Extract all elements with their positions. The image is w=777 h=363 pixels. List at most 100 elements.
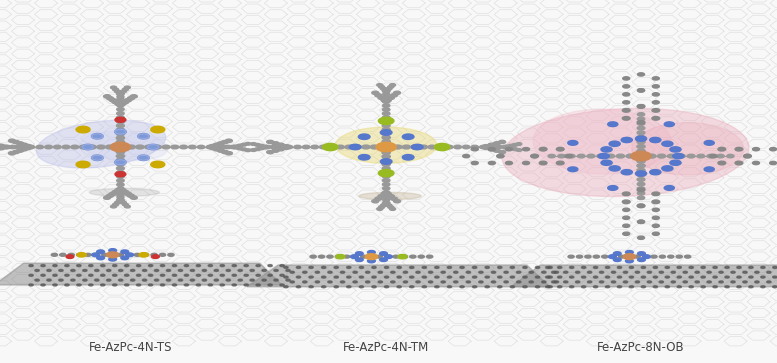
Circle shape — [382, 112, 390, 115]
Circle shape — [638, 252, 646, 256]
Circle shape — [522, 162, 529, 165]
Circle shape — [102, 253, 108, 256]
Circle shape — [353, 271, 357, 273]
Circle shape — [539, 161, 547, 165]
Circle shape — [667, 154, 675, 158]
Circle shape — [143, 253, 149, 256]
Circle shape — [139, 253, 148, 257]
Circle shape — [347, 276, 351, 278]
Circle shape — [208, 284, 213, 286]
Circle shape — [151, 161, 165, 168]
Circle shape — [637, 117, 645, 121]
Circle shape — [117, 253, 124, 256]
Circle shape — [382, 108, 390, 111]
Circle shape — [385, 286, 388, 288]
Circle shape — [617, 276, 622, 278]
Circle shape — [115, 160, 126, 165]
Circle shape — [402, 255, 408, 258]
Circle shape — [296, 266, 301, 268]
Circle shape — [29, 265, 33, 266]
Circle shape — [460, 266, 464, 268]
Circle shape — [652, 200, 660, 204]
Circle shape — [381, 130, 392, 135]
Circle shape — [365, 271, 370, 273]
Circle shape — [244, 265, 249, 266]
Circle shape — [378, 117, 394, 125]
Circle shape — [378, 85, 385, 88]
Circle shape — [347, 286, 351, 288]
Circle shape — [378, 281, 382, 283]
Circle shape — [189, 145, 196, 149]
Circle shape — [322, 266, 326, 268]
Circle shape — [309, 266, 313, 268]
Circle shape — [531, 155, 538, 158]
Circle shape — [576, 281, 580, 283]
Circle shape — [382, 104, 390, 107]
Circle shape — [197, 274, 200, 276]
Circle shape — [244, 284, 249, 286]
Circle shape — [77, 274, 81, 276]
Circle shape — [616, 154, 625, 158]
Circle shape — [302, 281, 307, 283]
Circle shape — [483, 144, 490, 148]
Circle shape — [594, 255, 600, 258]
Circle shape — [117, 191, 124, 194]
Circle shape — [286, 269, 290, 272]
Circle shape — [92, 253, 99, 257]
Circle shape — [159, 253, 166, 256]
Circle shape — [376, 255, 382, 258]
Circle shape — [622, 208, 629, 211]
Circle shape — [232, 265, 236, 266]
Circle shape — [428, 281, 433, 283]
Circle shape — [284, 276, 288, 278]
Circle shape — [89, 265, 93, 266]
Circle shape — [59, 269, 63, 272]
Circle shape — [462, 145, 470, 149]
Circle shape — [717, 154, 724, 158]
Circle shape — [517, 271, 521, 273]
Circle shape — [577, 255, 583, 258]
Circle shape — [516, 143, 522, 146]
Circle shape — [334, 286, 339, 288]
Circle shape — [92, 155, 103, 160]
Circle shape — [92, 155, 103, 160]
Circle shape — [384, 202, 390, 205]
Circle shape — [577, 154, 585, 158]
Circle shape — [761, 286, 765, 288]
Circle shape — [381, 192, 388, 195]
Circle shape — [258, 147, 264, 150]
Circle shape — [599, 281, 604, 283]
Circle shape — [504, 146, 510, 149]
Circle shape — [76, 253, 83, 256]
Circle shape — [220, 274, 225, 276]
Circle shape — [504, 281, 508, 283]
Circle shape — [117, 103, 124, 107]
Circle shape — [119, 92, 124, 95]
Circle shape — [601, 160, 612, 166]
Circle shape — [117, 95, 124, 98]
Ellipse shape — [502, 109, 749, 196]
Circle shape — [479, 145, 487, 149]
Circle shape — [378, 206, 385, 209]
Circle shape — [35, 279, 39, 281]
Circle shape — [610, 255, 616, 258]
Circle shape — [664, 122, 674, 127]
Circle shape — [117, 199, 122, 202]
Circle shape — [504, 271, 508, 273]
Circle shape — [581, 266, 586, 268]
Circle shape — [238, 279, 242, 281]
Circle shape — [121, 250, 129, 254]
Circle shape — [685, 255, 691, 258]
Circle shape — [382, 100, 390, 103]
Circle shape — [51, 253, 57, 256]
Circle shape — [270, 146, 277, 149]
Circle shape — [123, 88, 128, 91]
Circle shape — [634, 255, 640, 258]
Circle shape — [209, 146, 216, 150]
Circle shape — [652, 109, 660, 112]
Circle shape — [96, 250, 104, 254]
Circle shape — [241, 148, 246, 151]
Circle shape — [483, 146, 490, 149]
Ellipse shape — [89, 188, 159, 196]
Circle shape — [115, 117, 126, 122]
